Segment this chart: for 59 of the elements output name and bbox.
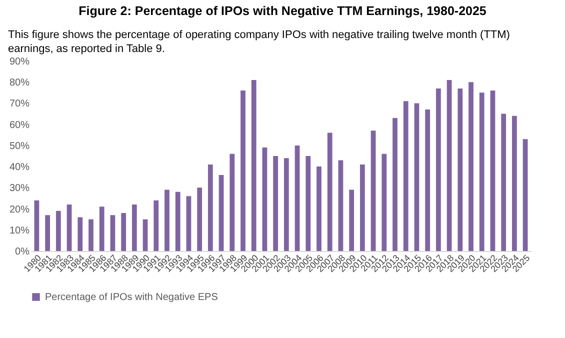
bar <box>468 82 474 251</box>
bar <box>262 148 268 251</box>
bar <box>349 190 354 251</box>
bar <box>392 118 398 251</box>
y-tick-label: 30% <box>9 183 30 194</box>
y-tick-label: 80% <box>9 78 30 89</box>
bar <box>370 130 376 251</box>
bar <box>479 92 484 251</box>
y-tick-label: 10% <box>9 225 30 236</box>
bar <box>251 80 256 251</box>
bar <box>458 88 463 251</box>
bar <box>197 188 202 251</box>
bar <box>512 116 517 251</box>
bar <box>66 204 72 251</box>
bar <box>208 164 213 251</box>
y-tick-label: 0% <box>15 246 30 258</box>
bar <box>338 160 344 251</box>
bar <box>78 217 83 251</box>
bar <box>110 215 116 251</box>
bar <box>294 145 300 251</box>
bar <box>382 154 387 251</box>
bar <box>121 213 126 251</box>
bar <box>99 206 104 251</box>
bar <box>230 154 235 251</box>
bar <box>186 196 192 251</box>
bar <box>501 114 506 251</box>
bar <box>154 200 159 251</box>
bar <box>142 219 148 251</box>
bar <box>164 190 170 251</box>
bar <box>414 103 420 251</box>
bar <box>490 90 496 251</box>
y-tick-label: 20% <box>9 204 30 216</box>
bar <box>403 101 408 251</box>
bar <box>522 139 528 251</box>
bar <box>88 219 94 251</box>
bar <box>218 175 224 251</box>
bar <box>316 166 322 251</box>
chart-subtitle: This figure shows the percentage of operating company IPOs with negative trailing twelve month (TTM) earnings, as reported in Table 9. <box>8 28 511 56</box>
y-tick-label: 60% <box>9 120 30 131</box>
bar <box>436 88 441 251</box>
y-tick-label: 90% <box>9 56 30 68</box>
bar <box>446 80 452 251</box>
bar <box>34 200 40 251</box>
bar <box>175 192 180 251</box>
bar <box>132 204 137 251</box>
bar <box>273 156 278 251</box>
y-tick-label: 40% <box>9 162 30 174</box>
bar <box>327 132 332 251</box>
bar <box>45 215 50 251</box>
bar <box>306 156 311 251</box>
bar <box>56 210 61 251</box>
bar <box>240 90 246 251</box>
bar <box>360 164 365 251</box>
legend-label: Percentage of IPOs with Negative EPS <box>45 292 218 303</box>
chart-title: Figure 2: Percentage of IPOs with Negative TTM Earnings, 1980-2025 <box>78 4 488 18</box>
bar <box>284 158 289 251</box>
y-tick-label: 50% <box>9 140 30 152</box>
y-tick-label: 70% <box>9 98 30 110</box>
bar <box>425 110 430 251</box>
